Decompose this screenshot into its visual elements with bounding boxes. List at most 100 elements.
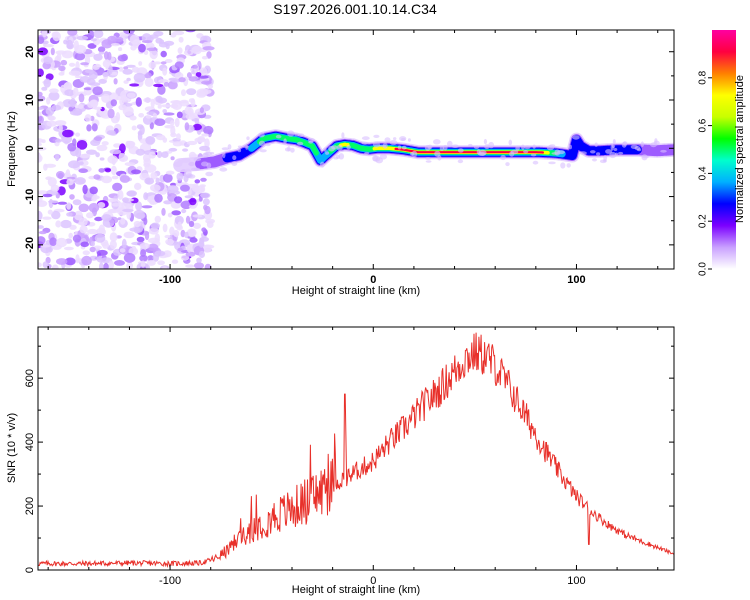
noise-blob — [64, 257, 76, 266]
noise-blob — [38, 142, 42, 147]
noise-blob — [87, 43, 97, 49]
colorbar-gradient — [712, 30, 736, 269]
noise-blob — [42, 193, 53, 198]
noise-blob — [143, 158, 151, 166]
noise-blob — [97, 202, 106, 209]
noise-blob — [86, 124, 92, 132]
noise-blob — [192, 123, 202, 131]
ridge-halo — [548, 161, 556, 165]
noise-blob — [195, 72, 202, 77]
noise-blob — [68, 62, 76, 67]
noise-blob — [93, 106, 102, 110]
noise-blob — [200, 177, 207, 182]
noise-blob — [139, 254, 148, 262]
noise-blob — [51, 104, 62, 111]
noise-blob — [170, 132, 177, 138]
noise-blob — [90, 38, 97, 42]
ridge-halo — [202, 152, 209, 158]
noise-blob — [69, 224, 77, 230]
noise-blob — [126, 77, 131, 82]
noise-blob — [111, 175, 119, 180]
noise-blob — [42, 216, 52, 220]
noise-blob — [86, 212, 94, 219]
noise-blob — [109, 149, 122, 155]
noise-blob — [148, 151, 156, 159]
noise-blob — [150, 222, 160, 230]
noise-blob — [170, 100, 182, 104]
noise-blob — [138, 61, 143, 66]
noise-blob — [58, 65, 66, 72]
noise-blob — [136, 236, 145, 243]
figure-title: S197.2026.001.10.14.C34 — [273, 1, 437, 17]
ridge-halo — [191, 167, 199, 171]
ridge-halo — [232, 155, 237, 161]
noise-blob — [68, 232, 73, 239]
snr-frame — [37, 326, 675, 571]
spectrogram-y-axis-label: Frequency (Hz) — [6, 111, 18, 187]
ridge-halo — [338, 153, 345, 160]
noise-blob — [109, 240, 117, 250]
ridge-halo — [612, 139, 616, 145]
noise-blob — [160, 61, 167, 65]
noise-blob — [55, 220, 62, 228]
ridge-halo — [297, 141, 304, 146]
noise-blob — [129, 34, 140, 45]
noise-blob — [131, 66, 140, 73]
ridge-halo — [205, 171, 214, 177]
noise-blob — [90, 139, 101, 146]
noise-blob — [130, 45, 137, 51]
ridge-halo — [336, 144, 343, 151]
noise-blob — [38, 152, 41, 162]
noise-blob — [48, 200, 59, 204]
colorbar-tick-label: 0.2 — [698, 214, 709, 228]
ridge-halo — [602, 159, 607, 163]
noise-blob — [174, 196, 183, 204]
noise-blob — [80, 241, 89, 248]
ridge-halo — [258, 140, 266, 147]
noise-blob — [122, 208, 134, 213]
noise-blob — [143, 217, 148, 225]
ridge-halo — [393, 137, 397, 141]
noise-blob — [152, 113, 158, 118]
noise-blob — [131, 125, 137, 131]
noise-blob — [153, 83, 164, 88]
noise-blob — [197, 75, 209, 79]
ridge-halo — [399, 136, 407, 142]
noise-blob — [93, 174, 101, 180]
ridge-halo — [641, 155, 650, 159]
noise-blob — [101, 214, 112, 222]
spectrogram-x-ticks: -100 0 100 — [47, 30, 659, 286]
noise-blob — [83, 87, 93, 91]
noise-blob — [75, 132, 81, 137]
spectrogram-x-tick-label: 100 — [567, 274, 585, 286]
noise-blob — [78, 168, 88, 173]
noise-blob — [46, 120, 57, 127]
noise-blob — [91, 123, 98, 132]
noise-blob — [185, 113, 196, 120]
noise-blob — [72, 199, 82, 206]
noise-blob — [102, 72, 109, 77]
ridge-halo — [532, 160, 539, 165]
noise-blob — [110, 43, 120, 47]
noise-blob — [184, 231, 189, 239]
noise-blob — [55, 138, 62, 143]
noise-blob — [54, 120, 67, 126]
noise-blob — [126, 191, 136, 197]
noise-blob — [156, 151, 163, 158]
snr-y-axis-label: SNR (10 * v/v) — [6, 413, 18, 483]
noise-blob — [115, 112, 121, 122]
ridge-halo — [532, 144, 536, 149]
noise-blob — [60, 59, 68, 66]
ridge-halo — [407, 138, 411, 142]
noise-blob — [191, 65, 198, 69]
noise-blob — [73, 40, 80, 51]
noise-blob — [200, 185, 206, 193]
noise-blob — [167, 212, 173, 218]
noise-blob — [88, 202, 100, 213]
ridge-halo — [473, 145, 480, 149]
ridge-halo — [258, 132, 265, 138]
noise-blob — [131, 169, 141, 175]
ridge-halo — [425, 160, 432, 163]
noise-blob — [145, 136, 156, 145]
